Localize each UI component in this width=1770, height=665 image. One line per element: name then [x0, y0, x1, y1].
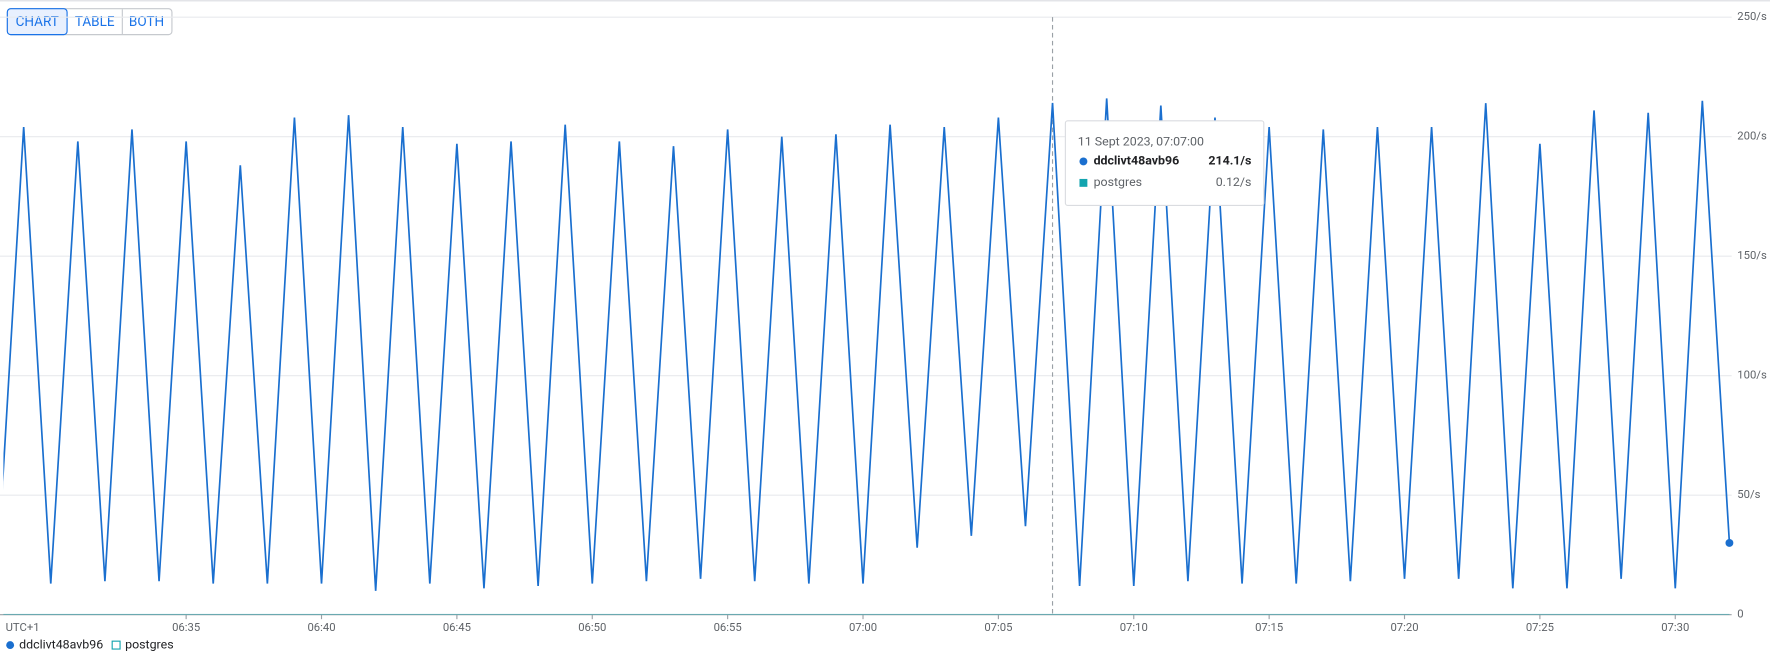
- chart-button-label[interactable]: CHART: [16, 14, 59, 30]
- tooltip: 11 Sept 2023, 07:07:00 ddclivt48avb96 21…: [1064, 120, 1265, 206]
- last-point: [1725, 539, 1734, 547]
- x-tick-label: 07:25: [1526, 621, 1554, 634]
- tooltip-box: [1064, 120, 1265, 206]
- tooltip-swatch: [1079, 178, 1088, 187]
- y-tick-label: 100/s: [1737, 369, 1767, 382]
- x-tick-label: 07:05: [984, 621, 1012, 634]
- tooltip-series: ddclivt48avb96: [1094, 154, 1180, 169]
- table-button[interactable]: TABLE: [75, 14, 115, 30]
- both-button[interactable]: BOTH: [129, 14, 164, 30]
- chart-button[interactable]: [6, 8, 68, 36]
- y-tick-label: 200/s: [1737, 130, 1767, 143]
- y-tick-label: 0: [1737, 608, 1743, 621]
- x-tick-label: 06:45: [443, 621, 471, 634]
- x-tick-label: 07:20: [1390, 621, 1418, 634]
- x-tick-label: 07:30: [1661, 621, 1689, 634]
- tooltip-series: postgres: [1094, 175, 1142, 190]
- x-tick-label: 06:35: [172, 621, 200, 634]
- x-tick-label: 07:15: [1255, 621, 1283, 634]
- legend-label[interactable]: postgres: [125, 637, 173, 652]
- tooltip-swatch: [1079, 157, 1088, 166]
- series-line: [3, 98, 1731, 591]
- y-tick-label: 50/s: [1737, 488, 1760, 501]
- legend-label[interactable]: ddclivt48avb96: [19, 637, 103, 652]
- timezone-label: UTC+1: [6, 621, 40, 634]
- x-tick-label: 07:00: [849, 621, 877, 634]
- y-tick-label: 150/s: [1737, 249, 1767, 262]
- tooltip-value: 214.1/s: [1208, 154, 1251, 169]
- tooltip-title: 11 Sept 2023, 07:07:00: [1078, 135, 1204, 150]
- y-tick-label: 250/s: [1737, 10, 1767, 23]
- tooltip-value: 0.12/s: [1216, 175, 1252, 190]
- view-toggle: CHART TABLE BOTH: [6, 8, 173, 36]
- x-tick-label: 06:50: [578, 621, 606, 634]
- legend-swatch: [111, 640, 121, 650]
- x-tick-label: 06:40: [307, 621, 335, 634]
- x-tick-label: 07:10: [1120, 621, 1148, 634]
- x-tick-label: 06:55: [714, 621, 742, 634]
- legend-swatch: [6, 641, 15, 650]
- legend: ddclivt48avb96 postgres: [6, 637, 174, 652]
